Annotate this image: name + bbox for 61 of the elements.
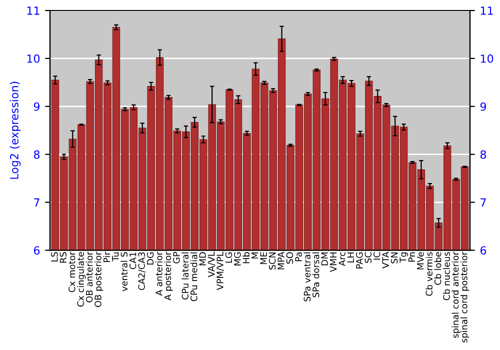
x-tick-label: Tg <box>400 252 408 263</box>
x-tick-label: DM <box>321 252 328 266</box>
x-tick-label: MVe <box>417 252 424 270</box>
x-tick-label: IC <box>373 252 380 260</box>
x-tick-label: Cb lobe <box>434 252 442 285</box>
x-tick-label: M <box>252 252 258 258</box>
x-tick-label: OB anterior <box>86 252 93 302</box>
x-tick-label: CA2/CA3 <box>138 252 146 290</box>
x-tick-label: VA/VL <box>208 252 216 278</box>
x-tick-label: SPa dorsal <box>312 252 320 298</box>
y-tick-label: 8 <box>34 150 40 159</box>
x-tick-label: VMH <box>330 252 337 272</box>
x-tick-label: LS <box>51 252 58 262</box>
x-tick-label: Cb vermis <box>426 252 432 296</box>
y2-tick-label: 10 <box>480 54 494 63</box>
x-tick-label: ME <box>260 252 267 264</box>
y-axis-title: Log2 (expression) <box>10 82 21 179</box>
y-tick-label: 6 <box>34 246 40 255</box>
y2-tick-label: 9 <box>480 102 486 111</box>
y2-tick-label: 11 <box>480 6 493 15</box>
x-tick-label: SPa ventral <box>304 252 311 302</box>
x-tick-label: Pn <box>408 252 415 262</box>
x-tick-label: LG <box>225 252 232 263</box>
x-tick-label: GP <box>173 252 180 264</box>
x-tick-label: PAG <box>356 252 363 268</box>
x-tick-label: Arc <box>338 252 346 266</box>
x-tick-label: Cx cingulate <box>77 252 86 307</box>
y-tick-label: 9 <box>34 102 40 111</box>
x-tick-label: spinal cord anterior <box>452 252 460 338</box>
x-tick-label: RS <box>60 252 67 263</box>
x-tick-label: OB posterior <box>94 252 104 307</box>
x-tick-label: VPM/VPL <box>216 252 224 290</box>
x-tick-label: Cb nucleus <box>443 252 450 300</box>
x-tick-label: A anterior <box>155 252 162 296</box>
x-tick-label: SO <box>286 252 294 264</box>
x-tick-label: MPA <box>278 252 284 270</box>
y2-tick-label: 7 <box>480 198 486 207</box>
x-tick-label: MG <box>234 252 241 266</box>
x-tick-label: Pir <box>103 252 110 262</box>
y-tick-label: 10 <box>27 54 40 63</box>
y2-tick-label: 6 <box>480 246 486 255</box>
x-tick-label: DG <box>146 252 154 264</box>
y-tick-label: 7 <box>34 198 40 207</box>
x-tick-label: MD <box>199 252 206 266</box>
x-tick-label: CA1 <box>130 252 136 270</box>
x-tick-label: Pa <box>295 252 302 262</box>
x-tick-label: CPu medial <box>190 252 198 302</box>
x-tick-label: SCN <box>268 252 276 270</box>
x-tick-label: Cx motor <box>68 252 76 292</box>
y-tick-label: 11 <box>27 6 40 15</box>
x-tick-label: A posterior <box>164 252 173 300</box>
y2-tick-label: 8 <box>480 150 486 159</box>
x-tick-label: Hb <box>242 252 250 264</box>
x-tick-label: spinal cord posterior <box>460 252 470 342</box>
x-tick-label: SN <box>390 252 398 264</box>
x-tick-label: ventral S <box>120 252 128 292</box>
x-tick-label: Tu <box>112 252 119 262</box>
x-tick-label: CPu lateral <box>182 252 189 300</box>
x-tick-label: VTA <box>382 252 389 268</box>
x-tick-label: SC <box>364 252 372 263</box>
x-tick-label: LH <box>347 252 354 262</box>
